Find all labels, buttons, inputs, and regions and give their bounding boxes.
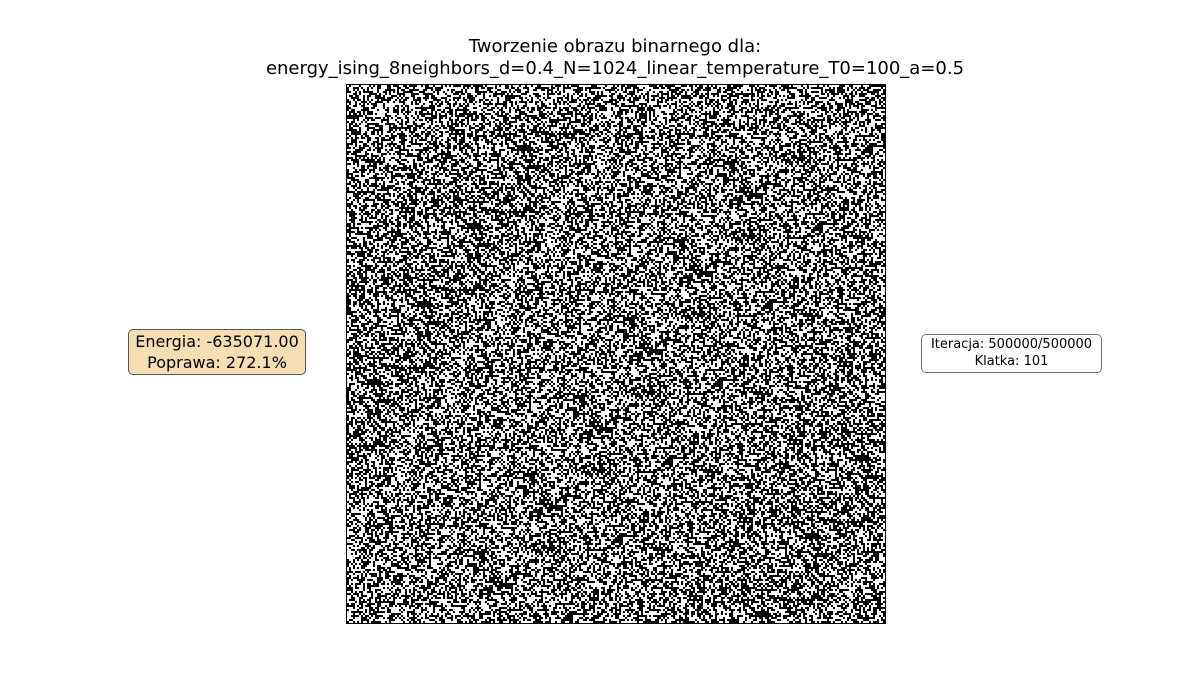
figure-title: Tworzenie obrazu binarnego dla: energy_i…: [0, 36, 1200, 80]
improvement-value: Poprawa: 272.1%: [147, 353, 287, 372]
energy-value: Energia: -635071.00: [135, 332, 299, 351]
iteration-counter: Iteracja: 500000/500000: [930, 337, 1093, 352]
frame-counter: Klatka: 101: [974, 354, 1049, 369]
binary-image: [347, 85, 885, 623]
binary-image-frame: [346, 84, 886, 624]
energy-info-box: Energia: -635071.00 Poprawa: 272.1%: [128, 329, 306, 375]
iteration-info-box: Iteracja: 500000/500000 Klatka: 101: [921, 334, 1102, 373]
title-line-2: energy_ising_8neighbors_d=0.4_N=1024_lin…: [265, 58, 965, 79]
title-line-1: Tworzenie obrazu binarnego dla:: [468, 36, 762, 57]
